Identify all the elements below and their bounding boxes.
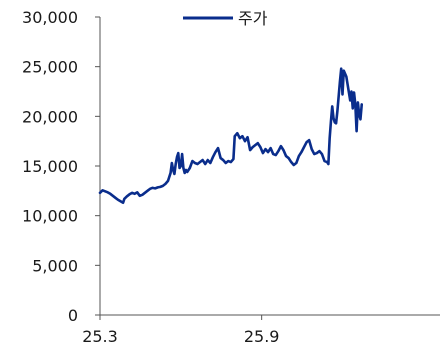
y-tick-label: 5,000 xyxy=(32,256,78,275)
legend: 주가 xyxy=(183,9,268,28)
y-ticks: 0 5,000 10,000 15,000 20,000 25,000 30,000 xyxy=(22,8,100,325)
x-tick-label: 25.3 xyxy=(82,327,118,346)
x-axis: 25.3 25.9 xyxy=(82,314,440,346)
y-tick-label: 0 xyxy=(68,306,78,325)
x-tick-label: 25.9 xyxy=(244,327,280,346)
y-tick-label: 25,000 xyxy=(22,58,78,77)
legend-label: 주가 xyxy=(238,9,268,28)
y-tick-label: 30,000 xyxy=(22,8,78,27)
plot-area xyxy=(98,67,364,205)
x-ticks: 25.3 25.9 xyxy=(82,315,279,346)
y-tick-label: 10,000 xyxy=(22,207,78,226)
series-line-price xyxy=(98,67,364,205)
y-axis: 0 5,000 10,000 15,000 20,000 25,000 30,000 xyxy=(22,8,101,325)
y-tick-label: 20,000 xyxy=(22,107,78,126)
y-tick-label: 15,000 xyxy=(22,157,78,176)
